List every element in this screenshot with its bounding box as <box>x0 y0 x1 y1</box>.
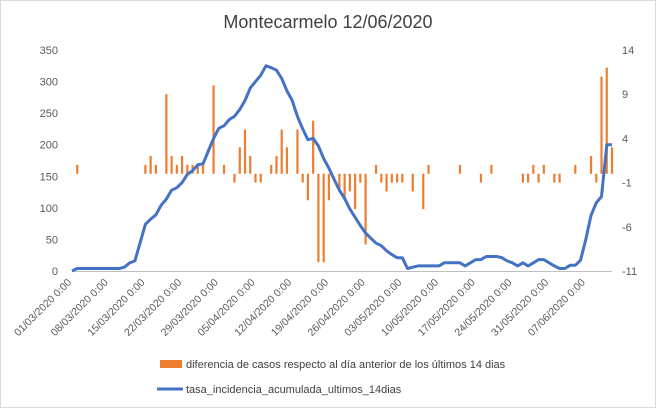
y-left-tick-label: 200 <box>40 140 58 152</box>
bar <box>317 173 320 263</box>
bar <box>395 173 399 183</box>
y-right-tick-label: 9 <box>622 89 628 101</box>
bar <box>354 173 357 210</box>
chart-title: Montecarmelo 12/06/2020 <box>223 12 432 32</box>
bar <box>165 94 168 174</box>
bar <box>238 147 241 174</box>
bar <box>301 173 304 183</box>
bar <box>254 173 257 183</box>
bar <box>144 164 147 174</box>
bar <box>380 173 383 183</box>
bar <box>490 164 493 174</box>
bar <box>186 164 189 174</box>
incidence-line <box>71 64 612 273</box>
y-left-tick-label: 0 <box>52 266 58 278</box>
bar <box>390 173 393 183</box>
bar <box>243 129 247 174</box>
bar <box>364 173 367 245</box>
bar <box>285 147 289 174</box>
bar <box>605 67 608 174</box>
bar <box>527 173 530 183</box>
bar <box>306 173 310 201</box>
bar <box>76 164 79 174</box>
bar <box>532 164 535 174</box>
y-right-tick-label: -6 <box>622 222 632 234</box>
bar <box>422 173 425 210</box>
bar <box>275 156 278 174</box>
bar <box>359 173 362 183</box>
y-right-tick-label: -11 <box>622 266 637 278</box>
legend: diferencia de casos respecto al día ante… <box>157 359 506 396</box>
bar <box>149 156 152 174</box>
bar <box>411 173 414 192</box>
y-right-tick-label: 4 <box>622 133 628 145</box>
bar <box>175 164 178 174</box>
bar <box>348 173 351 192</box>
bar <box>427 164 430 174</box>
bar <box>542 164 545 174</box>
y-left-tick-label: 150 <box>40 171 58 183</box>
bar <box>595 173 598 183</box>
bar <box>154 164 157 174</box>
y-left-tick-label: 100 <box>40 203 58 215</box>
bar <box>180 156 184 174</box>
bar <box>201 164 205 174</box>
bar <box>222 164 226 174</box>
y-left-tick-label: 300 <box>40 77 58 89</box>
bar <box>600 76 603 174</box>
bar <box>170 156 173 174</box>
bar <box>574 164 577 174</box>
bar <box>521 173 524 183</box>
bar <box>322 173 325 263</box>
bar <box>479 173 483 183</box>
y-left-tick-label: 350 <box>40 45 58 57</box>
bar <box>280 129 283 174</box>
y-left-tick-label: 50 <box>46 234 58 246</box>
bar <box>401 173 404 183</box>
bar <box>233 173 236 183</box>
bar <box>249 156 252 174</box>
bar <box>270 164 273 174</box>
bar <box>458 164 462 174</box>
bar <box>327 173 330 201</box>
bar <box>343 173 346 201</box>
bar <box>338 173 341 192</box>
bar <box>259 173 262 183</box>
y-left-tick-label: 250 <box>40 108 58 120</box>
y-right-tick-label: 14 <box>622 45 634 57</box>
bar <box>196 164 199 174</box>
bar <box>610 147 614 174</box>
bar <box>312 120 315 174</box>
legend-line-label: tasa_incidencia_acumulada_ultimos_14dias <box>186 384 402 396</box>
bar <box>385 173 388 192</box>
bar <box>553 173 556 183</box>
bar <box>589 156 593 174</box>
bar <box>374 164 378 174</box>
bar <box>296 129 299 174</box>
y-right-tick-label: -1 <box>622 178 632 190</box>
legend-bar-swatch <box>160 360 182 368</box>
bar <box>558 173 561 183</box>
bar <box>537 173 540 183</box>
bar <box>212 85 215 174</box>
legend-bar-label: diferencia de casos respecto al día ante… <box>186 359 506 371</box>
